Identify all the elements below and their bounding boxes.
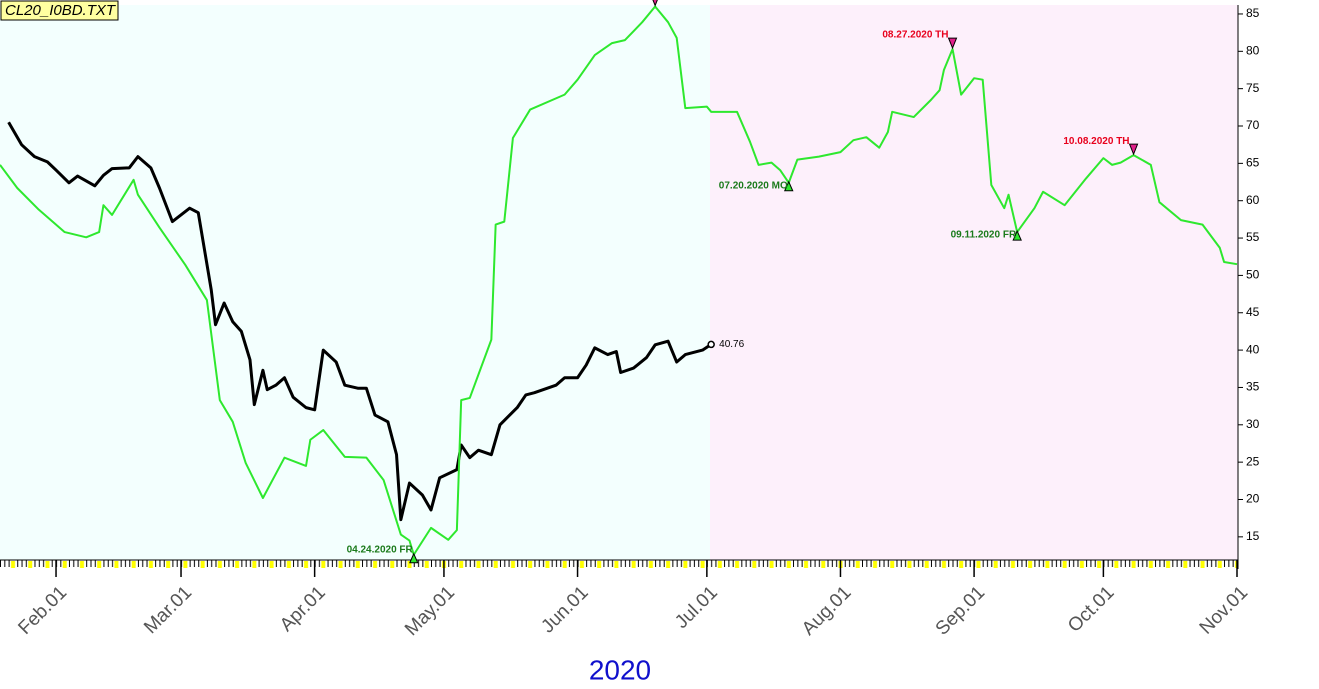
y-tick-label: 85 [1246,6,1260,20]
last-value-marker [707,340,715,349]
last-value-label: 40.76 [719,339,744,350]
y-tick-label: 75 [1246,81,1260,95]
y-tick-label: 35 [1246,380,1260,394]
series-line [7,121,712,522]
minor-tick-strip [0,560,1238,569]
peak-arrow [947,37,958,50]
title-box [0,0,119,21]
y-tick-label: 40 [1246,342,1260,356]
x-tick-label: Apr.01 [276,582,330,636]
peak-arrow [1128,143,1139,156]
trough-arrow [783,180,794,192]
history-background [0,5,710,560]
forecast-background [710,5,1238,560]
x-tick-label: Mar.01 [140,582,196,638]
peak-label: 08.27.2020 TH [882,30,948,41]
trough-arrow [409,552,419,564]
trough-arrow [1012,229,1022,241]
y-tick-label: 70 [1246,118,1260,132]
y-tick-label: 55 [1246,230,1260,244]
trough-label: 09.11.2020 FR [951,230,1017,241]
y-tick-label: 80 [1246,43,1260,57]
x-tick-label: Aug.01 [798,582,855,639]
x-tick-label: Feb.01 [14,582,71,639]
chart-title: CL20_I0BD.TXT [5,2,117,19]
y-tick-label: 25 [1246,454,1260,468]
y-tick-label: 50 [1246,268,1260,282]
trough-label: 07.20.2020 MO [719,180,788,191]
trough-label: 04.24.2020 FR [347,545,414,556]
x-axis-title: 2020 [589,654,651,685]
y-tick-label: 65 [1246,156,1260,170]
x-tick-label: Jul.01 [671,582,722,633]
y-tick-label: 30 [1246,417,1260,431]
x-tick-label: Jun.01 [537,582,592,637]
peak-label: 10.08.2020 TH [1063,136,1129,147]
y-tick-label: 45 [1246,305,1260,319]
y-tick-label: 60 [1246,193,1260,207]
x-tick-label: Oct.01 [1064,582,1118,636]
peak-arrow [652,0,658,7]
x-tick-label: Sep.01 [932,582,989,639]
series-line [0,5,1238,556]
y-tick-label: 20 [1246,492,1260,506]
x-tick-label: Nov.01 [1196,582,1252,638]
x-tick-label: May.01 [401,582,459,640]
y-tick-label: 15 [1246,529,1260,543]
